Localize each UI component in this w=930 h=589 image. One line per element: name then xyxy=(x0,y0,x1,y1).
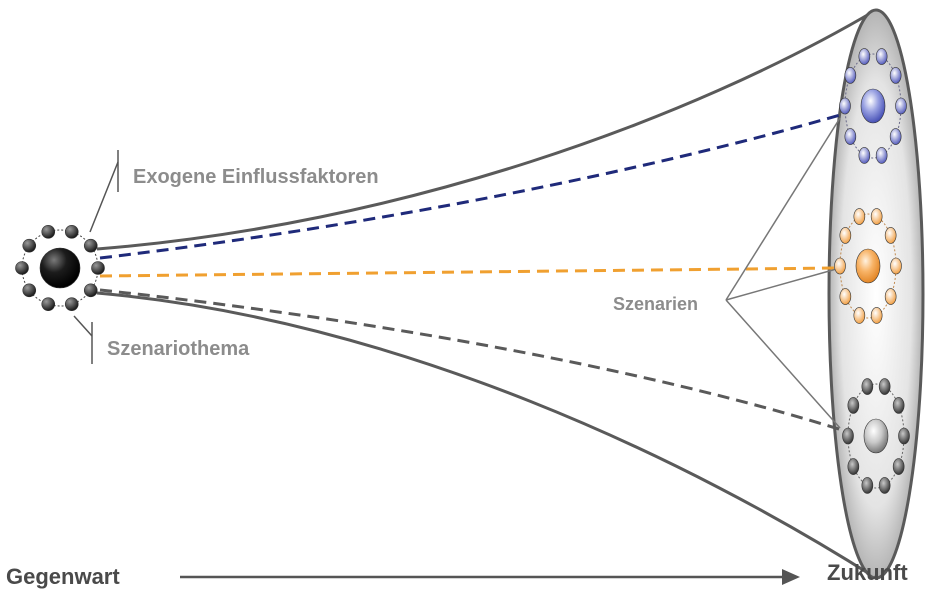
gray-satellite-node xyxy=(847,397,860,414)
scenario-cluster-orange xyxy=(834,208,902,324)
blue-satellite-node xyxy=(844,128,857,145)
gray-satellite-node xyxy=(898,427,910,445)
label-leader-lines xyxy=(73,150,119,364)
topic-core-node xyxy=(39,247,81,289)
blue-satellite-node xyxy=(839,97,851,115)
blue-satellite-node xyxy=(858,147,871,164)
blue-satellite-node xyxy=(875,48,888,65)
gray-satellite-node xyxy=(878,378,891,395)
scenario-cluster-gray xyxy=(842,378,910,494)
gray-satellite-node xyxy=(892,458,905,475)
time-arrow-head xyxy=(782,569,800,585)
orange-satellite-node xyxy=(853,307,866,324)
blue-satellite-node xyxy=(875,147,888,164)
funnel-upper-edge xyxy=(96,8,877,251)
orange-satellite-node xyxy=(870,208,883,225)
scenarios-label: Szenarien xyxy=(613,294,698,314)
topic-satellite-node xyxy=(64,225,79,239)
scenario-path-blue xyxy=(99,113,841,260)
topic-satellite-node xyxy=(83,238,98,253)
orange-satellite-node xyxy=(884,288,897,305)
topic-cluster xyxy=(15,225,105,311)
blue-satellite-node xyxy=(889,128,902,145)
gray-satellite-node xyxy=(861,378,874,395)
orange-satellite-node xyxy=(839,288,852,305)
scenario-cluster-blue xyxy=(839,48,907,164)
gray-core-node xyxy=(863,418,889,454)
gray-satellite-node xyxy=(878,477,891,494)
gray-satellite-node xyxy=(842,427,854,445)
topic-satellite-node xyxy=(83,283,98,298)
gray-satellite-node xyxy=(847,458,860,475)
present-label: Gegenwart xyxy=(6,564,120,589)
gray-satellite-node xyxy=(892,397,905,414)
scenario-path-gray xyxy=(99,288,843,432)
orange-satellite-node xyxy=(870,307,883,324)
future-label: Zukunft xyxy=(827,560,908,585)
topic-satellite-node xyxy=(64,297,79,311)
topic-satellite-node xyxy=(15,261,29,275)
blue-satellite-node xyxy=(844,67,857,84)
blue-satellite-node xyxy=(889,67,902,84)
orange-satellite-node xyxy=(834,257,846,275)
scenario-topic-label: Szenariothema xyxy=(107,338,250,360)
orange-satellite-node xyxy=(853,208,866,225)
funnel-lower-edge xyxy=(96,291,877,580)
orange-satellite-node xyxy=(884,227,897,244)
topic-satellite-node xyxy=(22,238,37,253)
exogenous-factors-label: Exogene Einflussfaktoren xyxy=(133,166,379,188)
topic-satellite-node xyxy=(91,261,105,275)
scenario-pointer-lines xyxy=(725,117,841,429)
blue-satellite-node xyxy=(858,48,871,65)
topic-satellite-node xyxy=(41,225,56,239)
blue-core-node xyxy=(860,88,886,124)
topic-satellite-node xyxy=(41,297,56,311)
orange-satellite-node xyxy=(839,227,852,244)
orange-satellite-node xyxy=(890,257,902,275)
orange-core-node xyxy=(855,248,881,284)
topic-satellite-node xyxy=(22,283,37,298)
scenario-path-orange xyxy=(99,266,839,278)
gray-satellite-node xyxy=(861,477,874,494)
blue-satellite-node xyxy=(895,97,907,115)
